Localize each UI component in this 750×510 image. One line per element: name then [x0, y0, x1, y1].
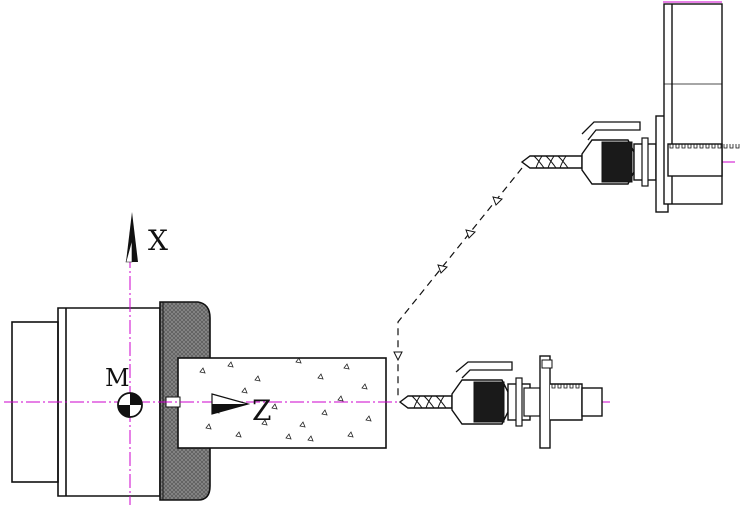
- tool-turret: [663, 3, 740, 205]
- drill-bit-start: [520, 155, 583, 169]
- z-axis-label: Z: [252, 394, 271, 427]
- x-axis-arrow: [125, 212, 138, 263]
- workpiece-zero-arrow-icon: [211, 393, 251, 415]
- drill-chuck-working: [451, 355, 603, 449]
- workpiece: [177, 357, 387, 449]
- tool-path: [397, 167, 523, 400]
- drill-bit-working: [398, 395, 453, 409]
- tool-path-arrows: [393, 196, 503, 362]
- x-axis-label: X: [148, 224, 168, 257]
- machine-zero-symbol-icon: [117, 392, 143, 418]
- machine-origin-label: M: [105, 364, 130, 392]
